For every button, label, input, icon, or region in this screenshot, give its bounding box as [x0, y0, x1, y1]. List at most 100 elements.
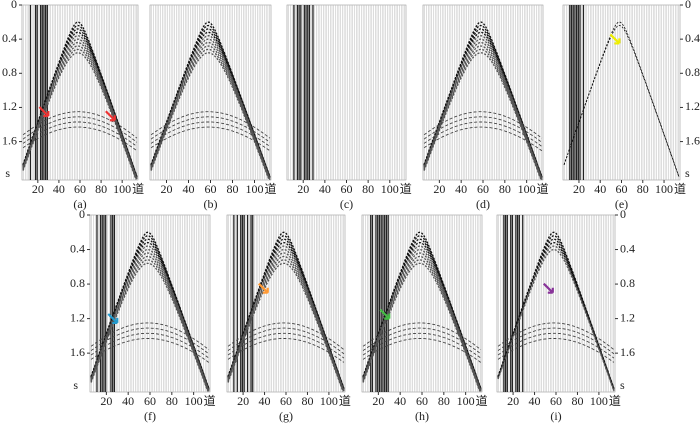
- x-tick-label: 20: [573, 182, 585, 196]
- x-tick-label: 40: [183, 182, 195, 196]
- seismic-event: [22, 111, 138, 139]
- seismic-event: [423, 116, 543, 143]
- y-unit: s: [5, 166, 10, 180]
- x-tick-label: 80: [499, 182, 511, 196]
- arrow: [38, 106, 50, 118]
- x-tick-label: 40: [53, 182, 65, 196]
- seismic-event: [150, 121, 271, 147]
- x-unit: 道: [400, 182, 412, 196]
- seismic-event: [362, 322, 482, 351]
- y-unit: s: [685, 166, 690, 180]
- x-tick-label: 20: [32, 182, 44, 196]
- seismic-event: [90, 259, 209, 391]
- panel-background: [286, 4, 407, 181]
- x-tick-label: 20: [507, 394, 519, 408]
- x-tick-label: 20: [100, 394, 112, 408]
- panel: 20 40 60 80 100 道 (b): [149, 4, 277, 211]
- arrow: [543, 282, 554, 294]
- x-tick-label: 100: [381, 182, 399, 196]
- seismic-event: [227, 332, 345, 359]
- seismic-event: [90, 322, 210, 351]
- x-tick-label: 100: [246, 182, 264, 196]
- seismic-event: [90, 332, 210, 359]
- seismic-event: [497, 327, 615, 355]
- y-tick-label: 0.8: [70, 276, 85, 290]
- panel: 20 40 60 80 100 道 0 0.4 0.8 1.2 1.6 s (a): [2, 0, 144, 211]
- x-unit: 道: [204, 394, 216, 408]
- seismic-event: [423, 24, 543, 178]
- x-tick-label: 40: [319, 182, 331, 196]
- seismic-event: [423, 45, 542, 178]
- x-unit: 道: [609, 394, 621, 408]
- arrow: [107, 313, 119, 325]
- seismic-event: [423, 52, 542, 180]
- seismic-event: [150, 24, 271, 178]
- seismic-event: [362, 255, 481, 390]
- seismic-event: [90, 327, 210, 355]
- x-tick-label: 60: [550, 394, 562, 408]
- y-tick-label: 0: [11, 0, 17, 11]
- x-tick-label: 20: [372, 394, 384, 408]
- seismic-event: [227, 238, 345, 390]
- seismic-event: [497, 332, 615, 359]
- seismic-event: [563, 21, 680, 177]
- panel-label: (a): [73, 197, 86, 211]
- seismic-event: [423, 121, 543, 147]
- x-unit: 道: [674, 182, 686, 196]
- x-tick-label: 80: [301, 394, 313, 408]
- seismic-event: [90, 231, 210, 389]
- panel-background: [361, 214, 483, 393]
- x-tick-label: 40: [259, 394, 271, 408]
- seismic-event: [150, 52, 270, 180]
- panel-label: (f): [144, 409, 156, 423]
- panel-background: [226, 214, 346, 393]
- x-unit: 道: [476, 394, 488, 408]
- x-tick-label: 40: [394, 394, 406, 408]
- x-unit: 道: [537, 182, 549, 196]
- x-tick-label: 80: [166, 394, 178, 408]
- seismic-event: [150, 116, 271, 143]
- x-tick-label: 20: [161, 182, 173, 196]
- panel-label: (h): [415, 409, 429, 423]
- seismic-event: [227, 259, 344, 391]
- seismic-event: [497, 248, 615, 392]
- seismic-event: [227, 262, 344, 392]
- x-tick-label: 80: [571, 394, 583, 408]
- y-unit: s: [620, 378, 625, 392]
- seismic-event: [90, 338, 210, 363]
- y-tick-label: 0.4: [620, 241, 635, 255]
- panel: 20 40 60 80 100 道 (g): [226, 214, 351, 423]
- x-tick-label: 100: [185, 394, 203, 408]
- seismic-event: [227, 231, 345, 389]
- x-tick-label: 100: [590, 394, 608, 408]
- panel-background: [422, 4, 544, 181]
- y-tick-label: 0.8: [685, 65, 700, 79]
- y-tick-label: 0: [685, 0, 691, 11]
- arrow: [609, 33, 621, 45]
- y-tick-label: 1.2: [685, 99, 700, 113]
- x-tick-label: 80: [95, 182, 107, 196]
- x-tick-label: 80: [438, 394, 450, 408]
- seismic-event: [362, 231, 482, 389]
- y-tick-label: 1.2: [2, 99, 17, 113]
- x-tick-label: 60: [280, 394, 292, 408]
- seismic-event: [362, 338, 482, 363]
- seismic-event: [563, 25, 680, 178]
- y-tick-label: 0.8: [620, 276, 635, 290]
- seismic-event: [22, 52, 137, 180]
- x-tick-label: 20: [237, 394, 249, 408]
- y-tick-label: 1.2: [70, 310, 85, 324]
- seismic-event: [227, 338, 345, 363]
- panel-background: [496, 214, 616, 393]
- y-tick-label: 0.4: [70, 241, 85, 255]
- seismic-event: [150, 126, 271, 152]
- seismic-event: [22, 126, 138, 152]
- x-tick-label: 60: [416, 394, 428, 408]
- x-tick-label: 100: [457, 394, 475, 408]
- x-tick-label: 80: [362, 182, 374, 196]
- y-unit: s: [73, 378, 78, 392]
- seismic-event: [90, 262, 209, 392]
- seismic-event: [150, 111, 271, 139]
- x-unit: 道: [339, 394, 351, 408]
- y-tick-label: 0: [620, 207, 626, 221]
